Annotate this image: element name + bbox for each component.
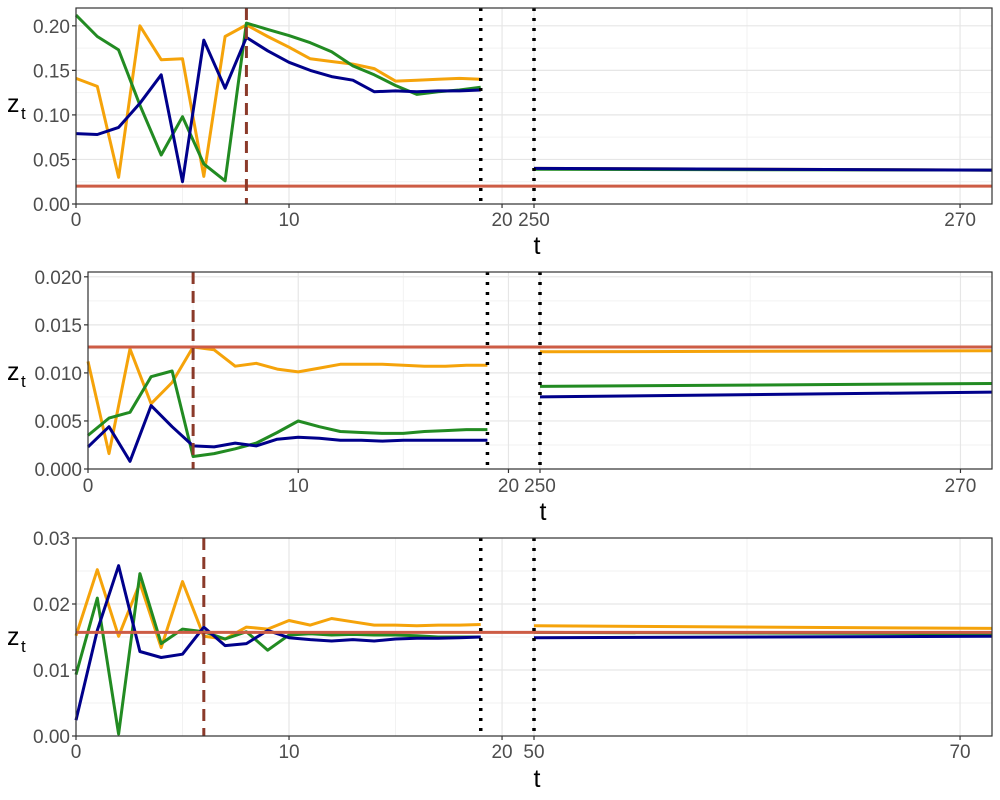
y-tick-label: 0.005 [34, 412, 82, 433]
x-tick-label: 70 [949, 742, 970, 763]
y-tick-label: 0.05 [33, 150, 70, 171]
x-tick-label: 20 [498, 476, 519, 497]
y-tick-label: 0.015 [34, 316, 82, 337]
y-axis-title-subscript: t [21, 372, 26, 391]
y-axis-title: z [7, 358, 20, 386]
x-tick-label: 10 [288, 476, 309, 497]
x-axis-title: t [534, 765, 541, 793]
x-tick-label: 270 [944, 210, 976, 231]
series-line-orange-segment-1 [86, 345, 488, 456]
y-tick-label: 0.20 [33, 17, 70, 38]
y-tick-label: 0.03 [33, 529, 70, 550]
x-tick-label: 250 [518, 210, 550, 231]
series-line-navy-segment-2 [539, 390, 993, 399]
x-tick-label: 10 [278, 210, 299, 231]
x-tick-label: 0 [83, 476, 94, 497]
x-axis-title: t [534, 232, 541, 260]
x-tick-label: 0 [71, 742, 82, 763]
series-line-orange-segment-2 [533, 624, 993, 630]
x-axis-title: t [540, 498, 547, 526]
series-line-navy-segment-1 [74, 564, 481, 721]
x-tick-label: 10 [278, 742, 299, 763]
y-tick-label: 0.020 [34, 268, 82, 289]
y-tick-label: 0.02 [33, 595, 70, 616]
x-tick-label: 20 [491, 210, 512, 231]
series-line-green-segment-1 [87, 369, 488, 458]
series-line-green-segment-2 [539, 382, 993, 388]
series-line-green-segment-1 [74, 572, 481, 736]
series-line-navy-segment-2 [533, 166, 993, 172]
series-line-orange-segment-1 [75, 23, 481, 179]
series-line-navy-segment-1 [75, 35, 481, 184]
x-tick-label: 20 [491, 742, 512, 763]
y-tick-label: 0.00 [33, 195, 70, 216]
y-axis-title-subscript: t [21, 637, 26, 656]
x-tick-label: 270 [945, 476, 977, 497]
y-tick-label: 0.010 [34, 364, 82, 385]
y-tick-label: 0.10 [33, 106, 70, 127]
x-tick-label: 50 [523, 742, 544, 763]
x-tick-label: 0 [71, 210, 82, 231]
y-tick-label: 0.000 [34, 460, 82, 481]
y-tick-label: 0.15 [33, 61, 70, 82]
y-tick-label: 0.01 [33, 661, 70, 682]
y-axis-title-subscript: t [21, 104, 26, 123]
series-line-navy-segment-1 [86, 404, 488, 463]
x-tick-label: 250 [524, 476, 556, 497]
series-line-orange-segment-2 [539, 349, 993, 354]
y-axis-title: z [7, 623, 20, 651]
series-line-orange-segment-1 [74, 568, 481, 650]
y-axis-title: z [7, 90, 20, 118]
y-tick-label: 0.00 [33, 727, 70, 748]
series-line-navy-segment-2 [533, 634, 993, 640]
